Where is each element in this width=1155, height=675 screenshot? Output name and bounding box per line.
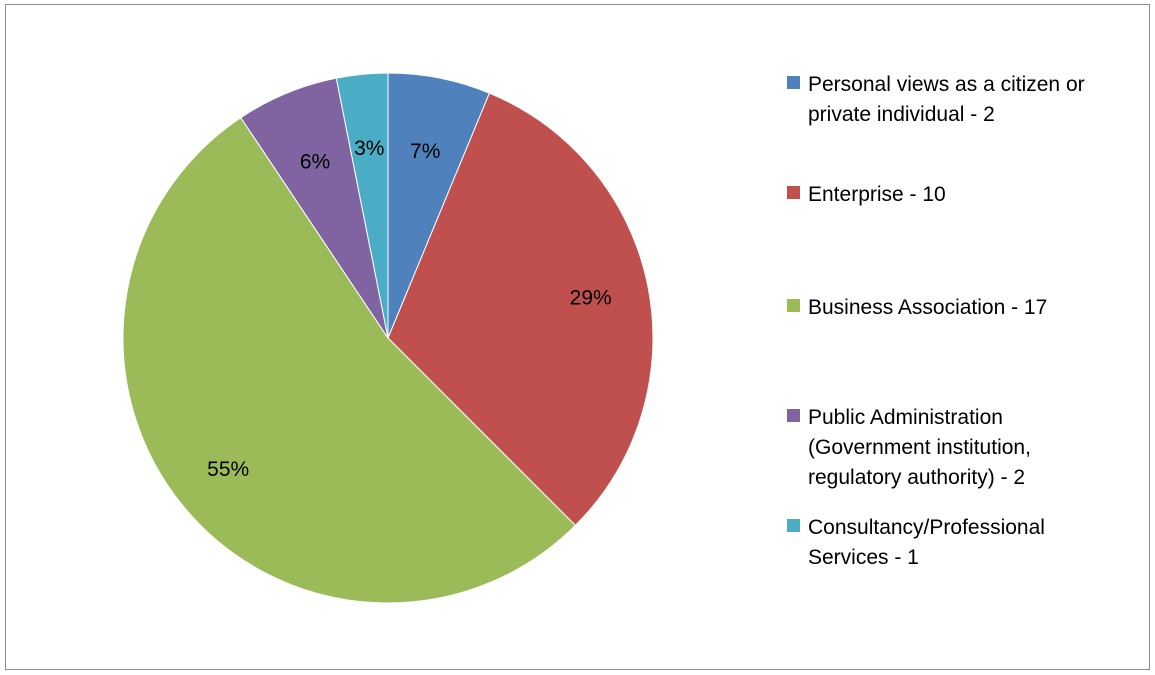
legend-swatch-consultancy (787, 519, 800, 532)
legend-swatch-business-association (787, 299, 800, 312)
data-label-public-administration: 6% (300, 151, 330, 174)
legend-label-personal-views: Personal views as a citizen or private i… (808, 73, 1085, 126)
legend-label-consultancy: Consultancy/Professional Services - 1 (808, 516, 1045, 569)
data-label-enterprise: 29% (570, 287, 612, 310)
data-label-personal-views: 7% (410, 140, 440, 163)
legend-label-business-association: Business Association - 17 (808, 296, 1048, 319)
legend-swatch-personal-views (787, 76, 800, 89)
legend-label-public-administration: Public Administration (Government instit… (808, 406, 1031, 489)
legend-swatch-public-administration (787, 409, 800, 422)
legend-label-enterprise: Enterprise - 10 (808, 183, 946, 206)
legend-swatch-enterprise (787, 186, 800, 199)
pie-slice-enterprise (387, 92, 654, 527)
pie-slice-business-association (122, 116, 577, 604)
pie-slice-consultancy (335, 72, 389, 339)
data-label-business-association: 55% (207, 458, 249, 481)
data-label-consultancy: 3% (354, 137, 384, 160)
